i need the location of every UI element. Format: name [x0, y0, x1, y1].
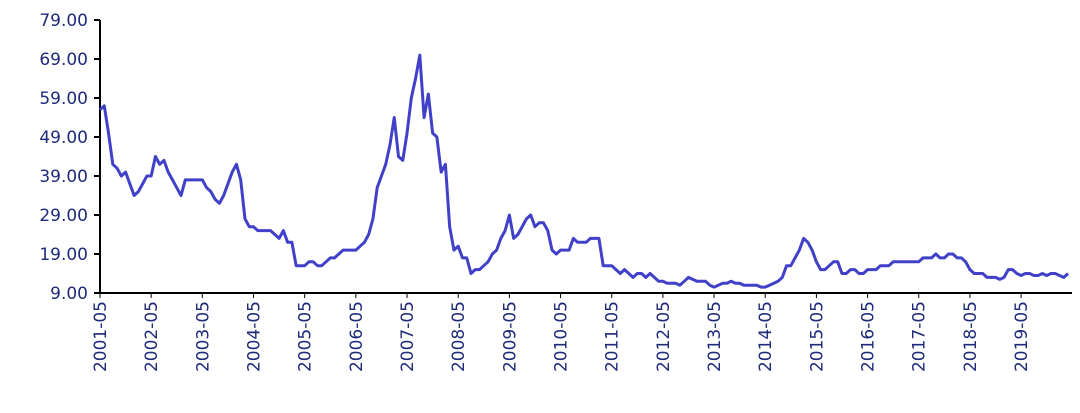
x-tick-label: 2001-05 [91, 301, 111, 372]
data-line [98, 53, 1070, 289]
y-tick-label: 39.00 [39, 167, 88, 187]
x-tick-label: 2012-05 [654, 301, 674, 372]
x-tick-label: 2014-05 [756, 301, 776, 372]
x-tick-label: 2006-05 [347, 301, 367, 372]
x-tick-label: 2003-05 [193, 301, 213, 372]
x-tick-label: 2004-05 [245, 301, 265, 372]
x-tick-label: 2018-05 [961, 301, 981, 372]
y-tick-label: 69.00 [39, 50, 88, 70]
x-tick-label: 2011-05 [603, 301, 623, 372]
y-tick-label: 49.00 [39, 128, 88, 148]
y-tick-label: 29.00 [39, 206, 88, 226]
x-tick-label: 2016-05 [859, 301, 879, 372]
x-tick-label: 2017-05 [910, 301, 930, 372]
y-tick-label: 19.00 [39, 245, 88, 265]
y-tick-label: 79.00 [39, 11, 88, 31]
x-tick-label: 2007-05 [398, 301, 418, 372]
x-tick-label: 2010-05 [552, 301, 572, 372]
x-tick-label: 2015-05 [807, 301, 827, 372]
x-tick-label: 2008-05 [449, 301, 469, 372]
x-tick-label: 2009-05 [500, 301, 520, 372]
x-tick-label: 2019-05 [1012, 301, 1032, 372]
x-tick-label: 2013-05 [705, 301, 725, 372]
x-tick-label: 2005-05 [296, 301, 316, 372]
y-tick-label: 59.00 [39, 89, 88, 109]
y-tick-label: 9.00 [50, 284, 88, 304]
x-tick-label: 2002-05 [142, 301, 162, 372]
